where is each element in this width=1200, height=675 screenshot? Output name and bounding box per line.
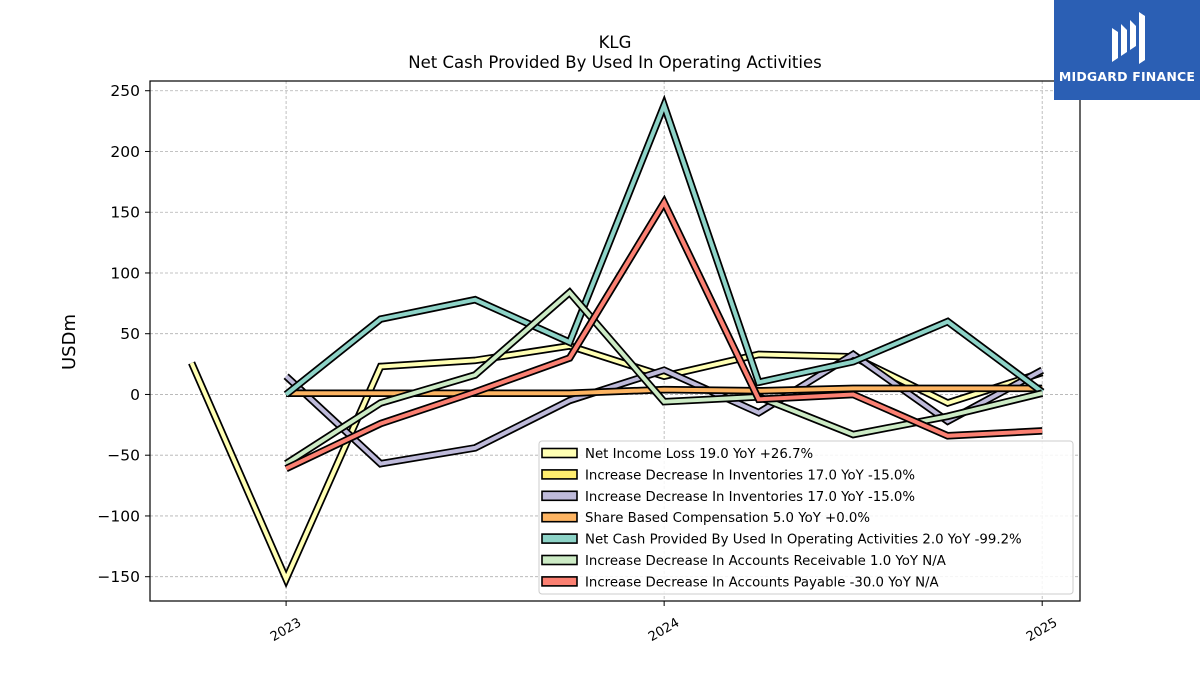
legend-item: Share Based Compensation 5.0 YoY +0.0% [541, 511, 870, 526]
x-tick-label: 2025 [1024, 615, 1060, 645]
legend-label: Net Cash Provided By Used In Operating A… [585, 533, 1022, 548]
series-line-0 [188, 342, 1044, 589]
chart-subtitle: Net Cash Provided By Used In Operating A… [408, 53, 821, 72]
y-tick-label: 150 [110, 204, 140, 222]
series-stroke [189, 343, 1043, 585]
series-line-2 [283, 349, 1044, 468]
legend-label: Increase Decrease In Inventories 17.0 Yo… [585, 468, 915, 483]
legend-swatch [541, 554, 578, 566]
legend-label: Share Based Compensation 5.0 YoY +0.0% [585, 511, 870, 526]
legend-swatch [541, 469, 578, 480]
legend-swatch [541, 576, 578, 587]
legend-item: Net Income Loss 19.0 YoY +26.7% [541, 447, 813, 462]
y-tick-label: 200 [110, 143, 140, 161]
legend-item: Increase Decrease In Accounts Receivable… [541, 554, 946, 569]
legend-item: Increase Decrease In Inventories 17.0 Yo… [541, 468, 915, 483]
plot-frame [149, 80, 1081, 602]
y-tick-label: −150 [97, 568, 140, 586]
legend-swatch [541, 511, 578, 523]
legend-swatch [541, 447, 578, 459]
legend-label: Net Income Loss 19.0 YoY +26.7% [585, 447, 813, 462]
series-stroke [284, 99, 1044, 397]
legend-box [538, 440, 1074, 595]
series-line-4 [283, 94, 1045, 398]
series-lines [188, 94, 1045, 589]
series-stroke [285, 198, 1043, 471]
midgard-logo-icon [1054, 6, 1200, 70]
logo-text: MIDGARD FINANCE [1058, 69, 1196, 84]
y-tick-label: 250 [110, 82, 140, 100]
legend-swatch [541, 490, 578, 502]
x-tick-label: 2023 [268, 615, 304, 645]
legend-item: Increase Decrease In Accounts Payable -3… [541, 575, 939, 590]
chart-title: KLG [599, 33, 632, 52]
series-line-6 [284, 194, 1043, 472]
y-tick-label: −50 [107, 447, 140, 465]
series-stroke [284, 352, 1044, 466]
legend-swatch [541, 533, 578, 544]
x-tick-label: 2024 [646, 615, 682, 645]
legend-label: Increase Decrease In Accounts Receivable… [585, 554, 946, 569]
legend-label: Increase Decrease In Inventories 17.0 Yo… [585, 490, 915, 505]
y-tick-label: 50 [120, 325, 140, 343]
y-tick-label: −100 [97, 507, 140, 525]
legend: Net Income Loss 19.0 YoY +26.7% Increase … [538, 440, 1074, 595]
legend-label: Increase Decrease In Accounts Payable -3… [585, 575, 939, 590]
midgard-finance-logo: MIDGARD FINANCE [1054, 0, 1200, 100]
legend-item: Net Cash Provided By Used In Operating A… [541, 533, 1022, 548]
y-axis-label: USDm [59, 314, 80, 370]
y-tick-label: 100 [110, 264, 140, 282]
y-tick-label: 0 [130, 386, 140, 404]
legend-item: Increase Decrease In Inventories 17.0 Yo… [541, 490, 915, 505]
